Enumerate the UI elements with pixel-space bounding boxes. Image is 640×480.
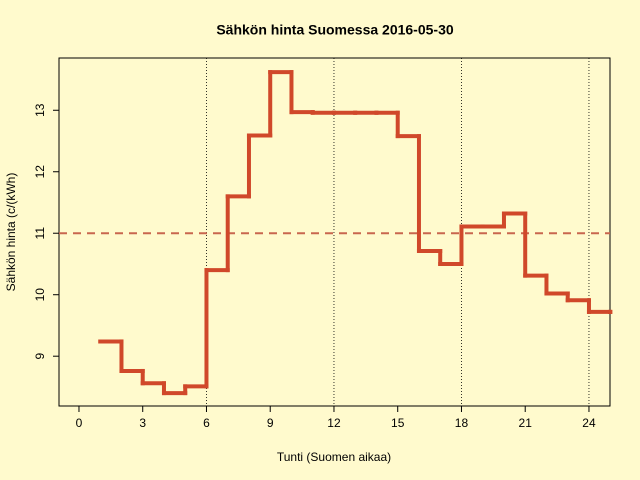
x-tick-label: 6 <box>203 416 210 430</box>
y-tick-label: 10 <box>33 288 47 302</box>
y-tick-label: 9 <box>33 353 47 360</box>
chart-title: Sähkön hinta Suomessa 2016-05-30 <box>216 22 454 38</box>
x-tick-label: 12 <box>327 416 341 430</box>
x-tick-label: 15 <box>391 416 405 430</box>
x-tick-label: 18 <box>455 416 469 430</box>
x-tick-label: 3 <box>139 416 146 430</box>
y-tick-label: 12 <box>33 165 47 179</box>
x-tick-label: 24 <box>582 416 596 430</box>
x-tick-label: 21 <box>519 416 533 430</box>
x-axis-label: Tunti (Suomen aikaa) <box>277 450 391 464</box>
y-tick-label: 11 <box>33 227 47 240</box>
x-tick-label: 0 <box>76 416 83 430</box>
plot-box <box>58 57 611 407</box>
x-tick-label: 9 <box>267 416 274 430</box>
y-tick-label: 13 <box>33 103 47 117</box>
y-axis-label: Sähkön hinta (c/(kWh) <box>4 173 18 292</box>
